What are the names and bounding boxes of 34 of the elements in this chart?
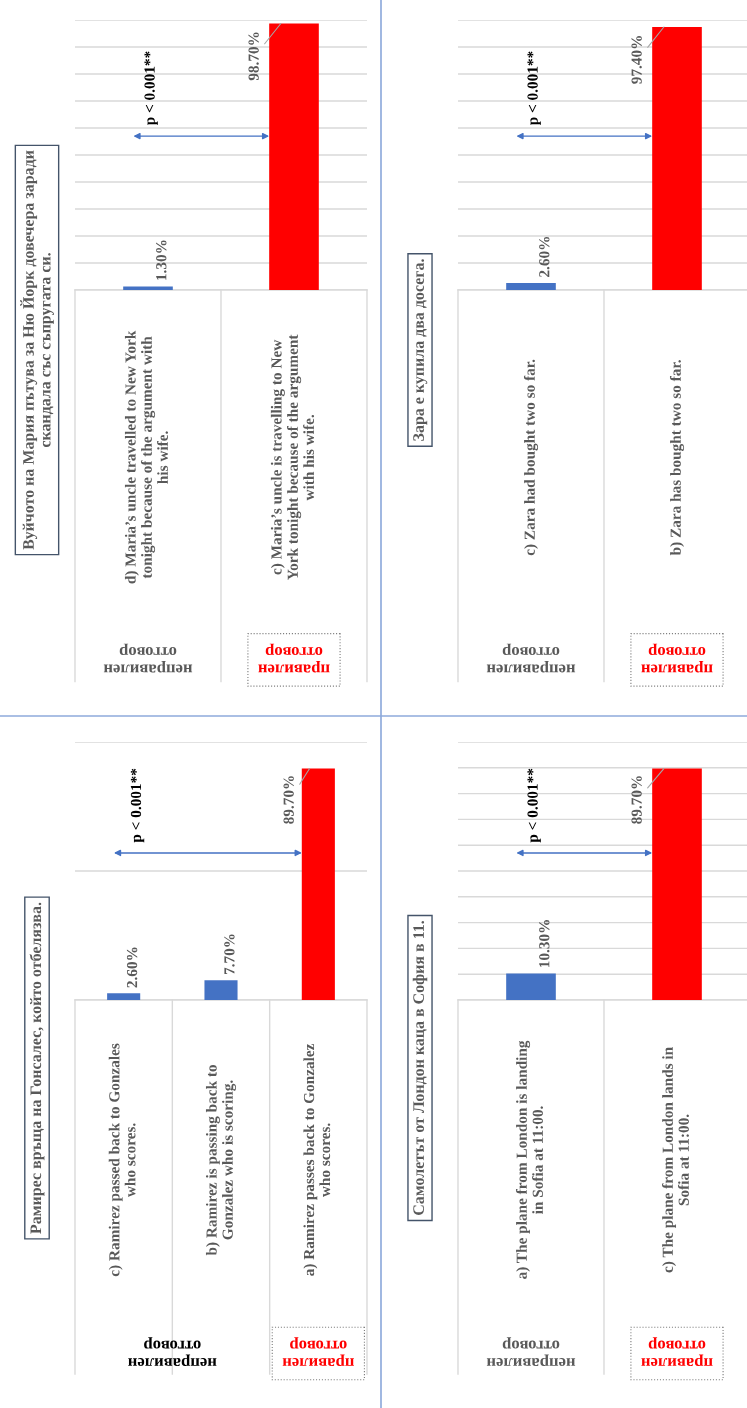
data-label: 10.30% xyxy=(539,920,550,968)
data-label: 7.70% xyxy=(224,934,235,975)
text: неправилен отговор xyxy=(103,643,193,673)
x-tick-label: c) Maria’s uncle is travelling to New York tonight because of the argument with his wife. xyxy=(270,334,315,580)
x-tick-label: d) Maria’s uncle travelled to New York tonight because of the argument with his wife. xyxy=(124,330,169,584)
text: правилен отговор xyxy=(282,1337,354,1367)
annotation: p < 0.001** xyxy=(130,768,145,843)
data-label: 1.30% xyxy=(156,240,167,280)
text: неправилен отговор xyxy=(128,1337,217,1367)
text: Зара е купила два досега. xyxy=(413,259,428,441)
text: правилен отговор xyxy=(641,643,713,673)
x-tick-label: c) Ramirez passed back to Gonzales who scores. xyxy=(108,1043,136,1277)
data-label: 89.70% xyxy=(283,776,294,824)
text: Рамирес връща на Гонсалес, който отбелязва. xyxy=(29,902,45,1234)
data-label: 98.70% xyxy=(248,32,259,81)
text: правилен отговор xyxy=(258,643,330,673)
text: неправилен отговор xyxy=(486,643,576,673)
x-tick-label: b) Zara has bought two so far. xyxy=(669,360,685,556)
x-tick-label: c) Zara had bought two so far. xyxy=(523,359,539,556)
text: неправилен отговор xyxy=(486,1337,576,1367)
annotation: p < 0.001** xyxy=(527,768,541,843)
text: Вуйчото на Мария пътува за Ню Йорк довечера заради скандала със съпругата си. xyxy=(20,150,54,550)
data-label: 2.60% xyxy=(126,947,138,988)
x-tick-label: c) The plane from London lands in Sofia at 11:00. xyxy=(662,1047,689,1273)
data-label: 97.40% xyxy=(631,36,642,84)
annotation: p < 0.001** xyxy=(144,51,158,126)
data-label: 2.60% xyxy=(539,237,550,277)
annotation: p < 0.001** xyxy=(527,51,541,126)
x-tick-label: a) Ramirez passes back to Gonzalez who scores. xyxy=(303,1043,331,1276)
text: правилен отговор xyxy=(641,1337,713,1367)
x-tick-label: a) The plane from London is landing in Sofia at 11:00. xyxy=(515,1040,544,1279)
data-label: 89.70% xyxy=(631,776,642,824)
x-tick-label: b) Ramirez is passing back to Gonzalez who is scoring. xyxy=(205,1064,237,1256)
text: Самолетът от Лондон каца в София в 11. xyxy=(412,921,428,1215)
